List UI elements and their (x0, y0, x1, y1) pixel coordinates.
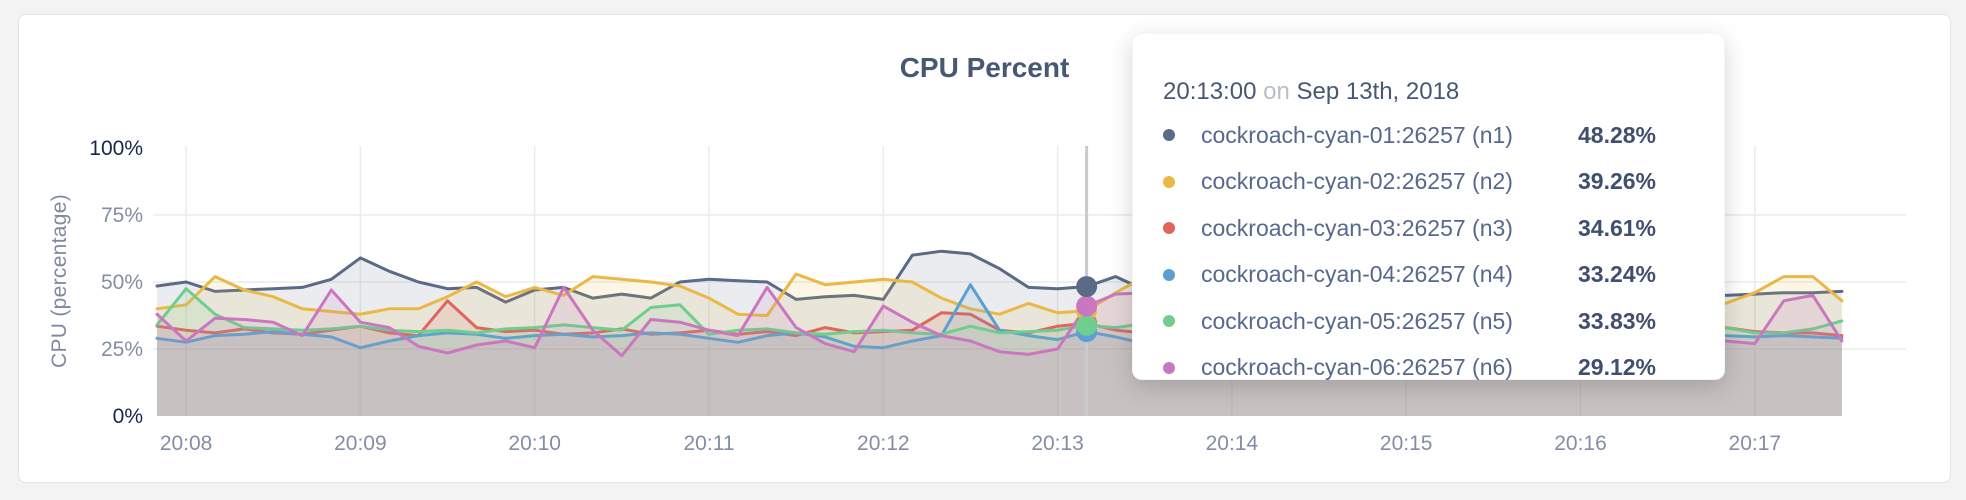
y-tick-label: 75% (101, 204, 143, 227)
tooltip-series-name: cockroach-cyan-04:26257 (n4) (1201, 261, 1513, 288)
tooltip-date: Sep 13th, 2018 (1296, 78, 1459, 105)
tooltip-series-value: 39.26% (1578, 168, 1656, 195)
hover-dot-n1 (1076, 276, 1097, 297)
series-color-dot (1163, 176, 1175, 188)
x-tick-label: 20:11 (684, 432, 735, 455)
tooltip-series-value: 34.61% (1578, 215, 1656, 242)
tooltip-series-value: 48.28% (1578, 122, 1656, 149)
x-tick-label: 20:13 (1031, 432, 1084, 455)
tooltip-row: cockroach-cyan-04:26257 (n4) 33.24% (1163, 252, 1656, 299)
x-tick-label: 20:10 (508, 432, 561, 455)
tooltip-series-name: cockroach-cyan-05:26257 (n5) (1201, 308, 1513, 335)
y-tick-label: 100% (89, 137, 143, 160)
y-tick-label: 25% (101, 338, 143, 361)
tooltip-header: 20:13:00 on Sep 13th, 2018 (1163, 76, 1656, 108)
y-tick-label: 50% (101, 271, 143, 294)
series-color-dot (1163, 315, 1175, 327)
tooltip-row: cockroach-cyan-01:26257 (n1) 48.28% (1163, 112, 1656, 159)
tooltip-row: cockroach-cyan-05:26257 (n5) 33.83% (1163, 298, 1656, 345)
tooltip-time: 20:13:00 (1163, 78, 1256, 105)
tooltip-row: cockroach-cyan-02:26257 (n2) 39.26% (1163, 159, 1656, 206)
tooltip-series-value: 29.12% (1578, 354, 1656, 381)
x-tick-label: 20:15 (1380, 432, 1433, 455)
tooltip-series-value: 33.83% (1578, 308, 1656, 335)
tooltip-on-word: on (1263, 78, 1290, 105)
tooltip-series-name: cockroach-cyan-06:26257 (n6) (1201, 354, 1513, 381)
series-color-dot (1163, 269, 1175, 281)
x-tick-label: 20:08 (160, 432, 213, 455)
tooltip-rows: cockroach-cyan-01:26257 (n1)48.28%cockro… (1163, 112, 1656, 391)
page-background: { "colors": { "page_background": "#f3f3f… (0, 0, 1966, 500)
tooltip-series-value: 33.24% (1578, 261, 1656, 288)
y-tick-label: 0% (113, 405, 143, 428)
tooltip-row: cockroach-cyan-06:26257 (n6) 29.12% (1163, 345, 1656, 392)
tooltip-series-name: cockroach-cyan-02:26257 (n2) (1201, 168, 1513, 195)
hover-dot-n5 (1076, 315, 1097, 336)
x-tick-label: 20:16 (1554, 432, 1607, 455)
chart-tooltip: 20:13:00 on Sep 13th, 2018 cockroach-cya… (1132, 33, 1725, 380)
tooltip-row: cockroach-cyan-03:26257 (n3) 34.61% (1163, 205, 1656, 252)
x-tick-label: 20:14 (1206, 432, 1259, 455)
tooltip-series-name: cockroach-cyan-03:26257 (n3) (1201, 215, 1513, 242)
tooltip-series-name: cockroach-cyan-01:26257 (n1) (1201, 122, 1513, 149)
series-color-dot (1163, 129, 1175, 141)
x-tick-label: 20:09 (334, 432, 387, 455)
hover-dot-n6 (1076, 296, 1097, 317)
series-color-dot (1163, 362, 1175, 374)
x-tick-label: 20:12 (857, 432, 910, 455)
series-color-dot (1163, 222, 1175, 234)
x-tick-label: 20:17 (1729, 432, 1782, 455)
